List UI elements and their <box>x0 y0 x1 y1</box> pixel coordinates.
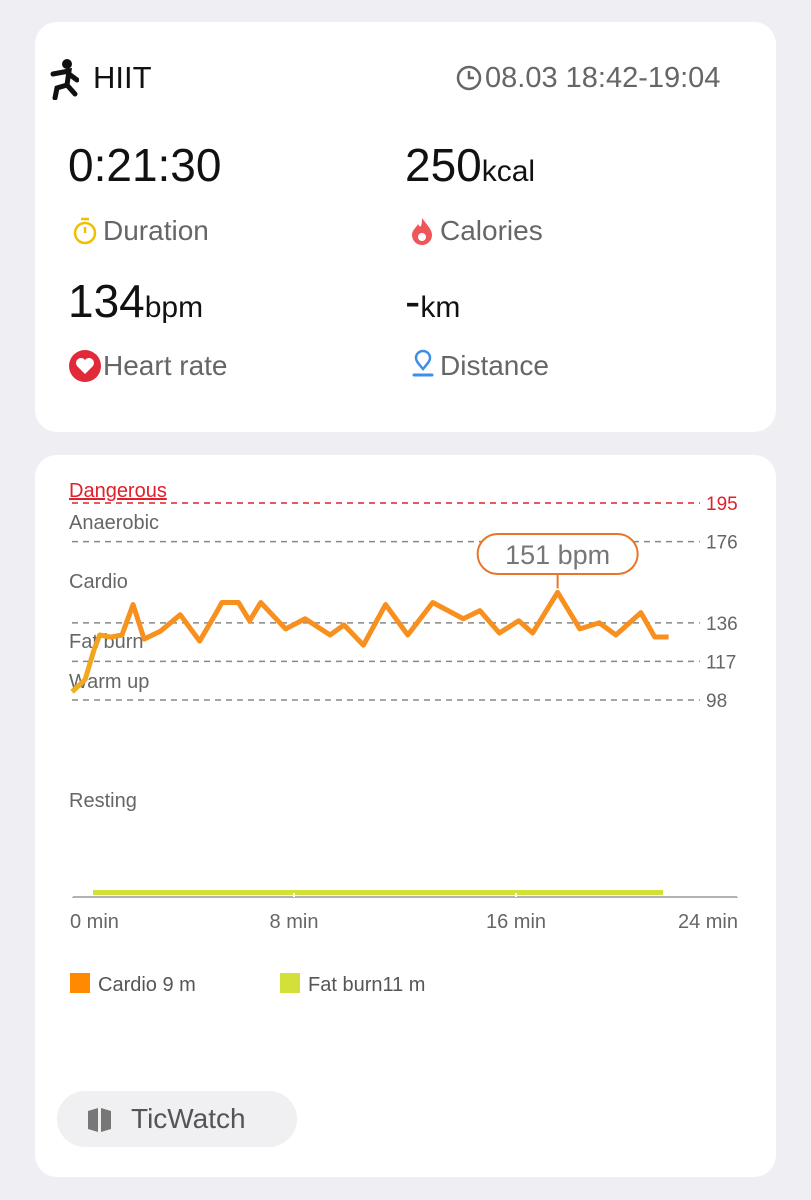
value: 0:21:30 <box>68 139 222 191</box>
x-tick-label: 24 min <box>678 911 738 933</box>
unit: bpm <box>144 291 204 324</box>
zone-label: Cardio <box>69 571 128 593</box>
runner-icon <box>50 59 79 100</box>
stopwatch-icon <box>73 217 97 245</box>
value: 134 <box>68 275 145 327</box>
metric-value: 250kcal <box>405 138 535 192</box>
brand-badge: TicWatch <box>57 1091 297 1147</box>
x-tick-label: 0 min <box>70 911 119 933</box>
activity: HIIT <box>93 60 152 95</box>
y-tick-label: 195 <box>706 494 738 515</box>
metric-value: 134bpm <box>68 274 203 328</box>
annotation: 151 bpm <box>505 540 610 570</box>
value: - <box>405 275 421 327</box>
zone-label: Resting <box>69 790 137 812</box>
y-tick-label: 136 <box>706 614 738 635</box>
brand-icon <box>88 1108 111 1132</box>
y-tick-label: 176 <box>706 533 738 554</box>
value: 250 <box>405 139 482 191</box>
zone-label: Anaerobic <box>69 512 159 534</box>
flame-icon <box>412 218 432 245</box>
y-tick-label: 98 <box>706 691 727 712</box>
legend-swatch <box>70 973 90 993</box>
metric-label: Calories <box>440 215 543 246</box>
metric-label: Duration <box>103 215 209 246</box>
x-tick-label: 8 min <box>270 911 319 933</box>
chart-card: 195 176 136 117 98 Dangerous Anaerobic Cardio Fa… <box>35 455 776 1177</box>
heart-rate-line <box>70 589 669 694</box>
metric-label: Distance <box>440 350 549 381</box>
clock-icon <box>456 65 482 91</box>
metric-value: -km <box>405 274 460 328</box>
legend-label: Fat burn11 m <box>308 974 425 996</box>
unit: km <box>420 291 461 324</box>
summary-card: HIIT 08.03 18:42-19:04 0:21:30 Duration … <box>35 22 776 432</box>
location-icon <box>412 349 434 377</box>
time: 08.03 18:42-19:04 <box>485 62 721 94</box>
unit: kcal <box>481 155 536 188</box>
legend-swatch <box>280 973 300 993</box>
zone-label: Dangerous <box>69 480 167 502</box>
legend-label: Cardio 9 m <box>98 974 196 996</box>
zone-label: Warm up <box>69 671 149 693</box>
metric-value: 0:21:30 <box>68 138 221 192</box>
zone-strip <box>93 890 663 895</box>
heart-icon <box>69 350 101 382</box>
zone-label: Fat burn <box>69 631 143 653</box>
y-tick-label: 117 <box>706 652 736 673</box>
x-tick-label: 16 min <box>486 911 546 933</box>
annotation-box <box>476 533 639 575</box>
metric-label: Heart rate <box>103 350 228 381</box>
brand: TicWatch <box>131 1103 246 1134</box>
